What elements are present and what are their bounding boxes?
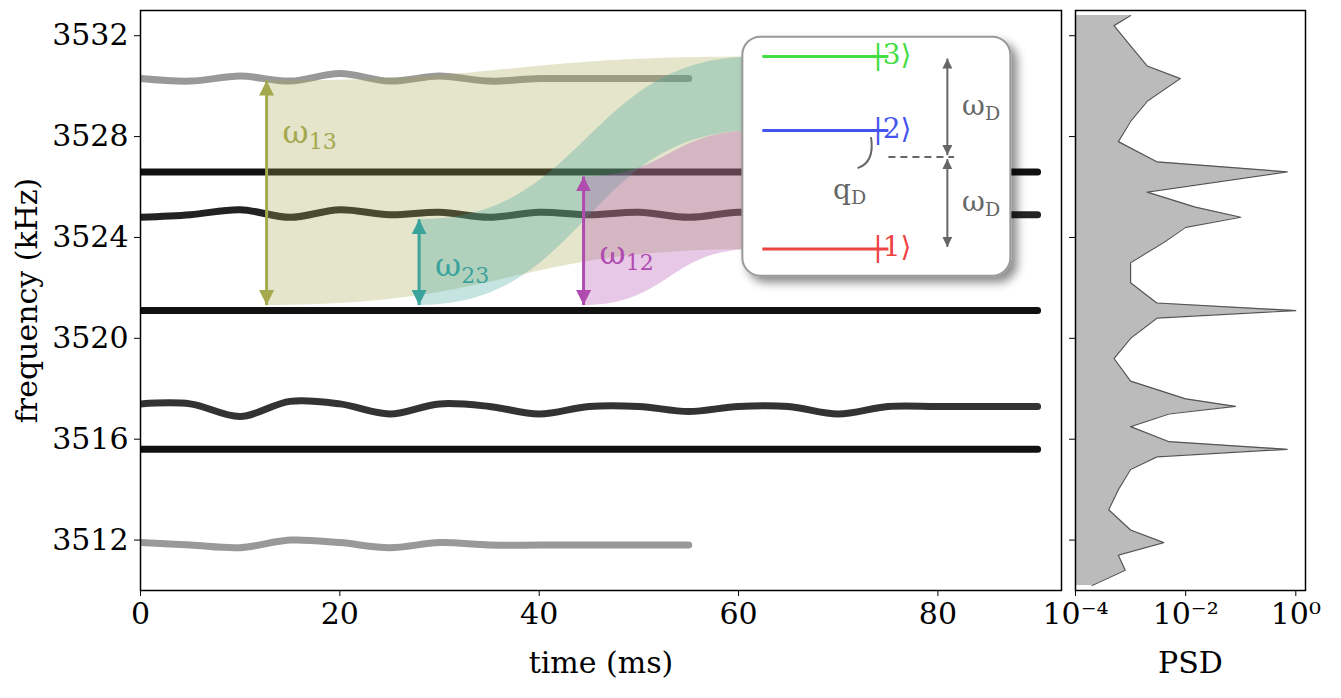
svg-text:3528: 3528 bbox=[52, 118, 128, 153]
svg-text:qD: qD bbox=[833, 172, 866, 208]
svg-text:0: 0 bbox=[131, 596, 150, 631]
svg-text:ω12: ω12 bbox=[600, 233, 654, 275]
svg-text:PSD: PSD bbox=[1158, 645, 1223, 680]
svg-text:time (ms): time (ms) bbox=[529, 645, 674, 680]
svg-text:|1⟩: |1⟩ bbox=[873, 230, 911, 263]
svg-text:60: 60 bbox=[719, 596, 757, 631]
svg-text:10⁻⁴: 10⁻⁴ bbox=[1042, 596, 1108, 631]
svg-text:3516: 3516 bbox=[52, 421, 128, 456]
svg-text:10⁰: 10⁰ bbox=[1271, 596, 1321, 631]
svg-text:ωD: ωD bbox=[962, 184, 1000, 220]
svg-text:ωD: ωD bbox=[962, 88, 1000, 124]
svg-text:20: 20 bbox=[321, 596, 359, 631]
svg-text:3524: 3524 bbox=[52, 219, 128, 254]
svg-text:10⁻²: 10⁻² bbox=[1153, 596, 1219, 631]
svg-text:frequency (kHz): frequency (kHz) bbox=[9, 178, 44, 424]
svg-text:3520: 3520 bbox=[52, 320, 128, 355]
svg-text:|3⟩: |3⟩ bbox=[873, 38, 911, 71]
svg-text:3512: 3512 bbox=[52, 522, 128, 557]
svg-text:ω23: ω23 bbox=[435, 246, 489, 288]
svg-text:ω13: ω13 bbox=[283, 112, 337, 154]
svg-text:|2⟩: |2⟩ bbox=[873, 112, 911, 145]
svg-text:3532: 3532 bbox=[52, 17, 128, 52]
svg-text:80: 80 bbox=[919, 596, 957, 631]
svg-text:40: 40 bbox=[520, 596, 558, 631]
